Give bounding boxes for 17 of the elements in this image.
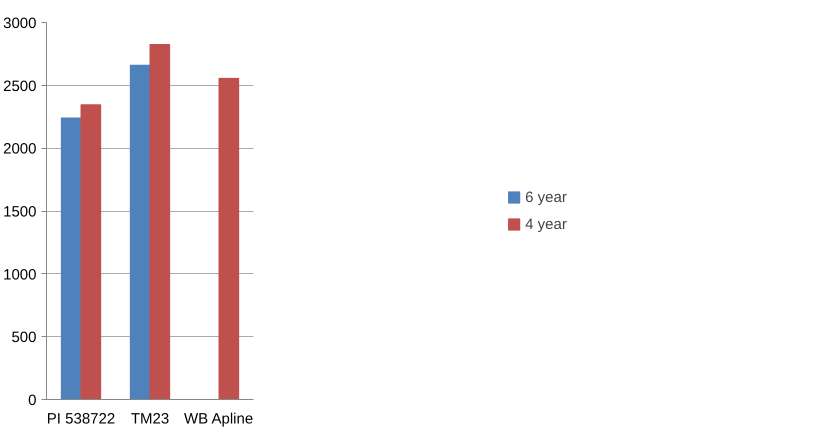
y-tick-label: 2500 (3, 78, 37, 95)
y-tick-label: 1500 (3, 204, 37, 220)
bar (80, 104, 102, 400)
x-tick-label: TM23 (130, 410, 170, 428)
y-tick-label: 0 (28, 392, 36, 409)
y-tick-label: 3000 (3, 15, 37, 32)
bar (130, 64, 150, 400)
x-tick-label: WB Apline (184, 410, 254, 428)
bar (150, 44, 170, 400)
legend-label: 6 year (525, 188, 567, 206)
y-tick-label: 1000 (3, 266, 37, 284)
y-tick-label: 500 (11, 329, 37, 346)
x-tick-label: PI 538722 (46, 410, 116, 428)
bar (60, 118, 82, 400)
legend-label: 4 year (525, 216, 567, 232)
bar (218, 78, 240, 400)
y-tick-label: 2000 (3, 140, 37, 158)
